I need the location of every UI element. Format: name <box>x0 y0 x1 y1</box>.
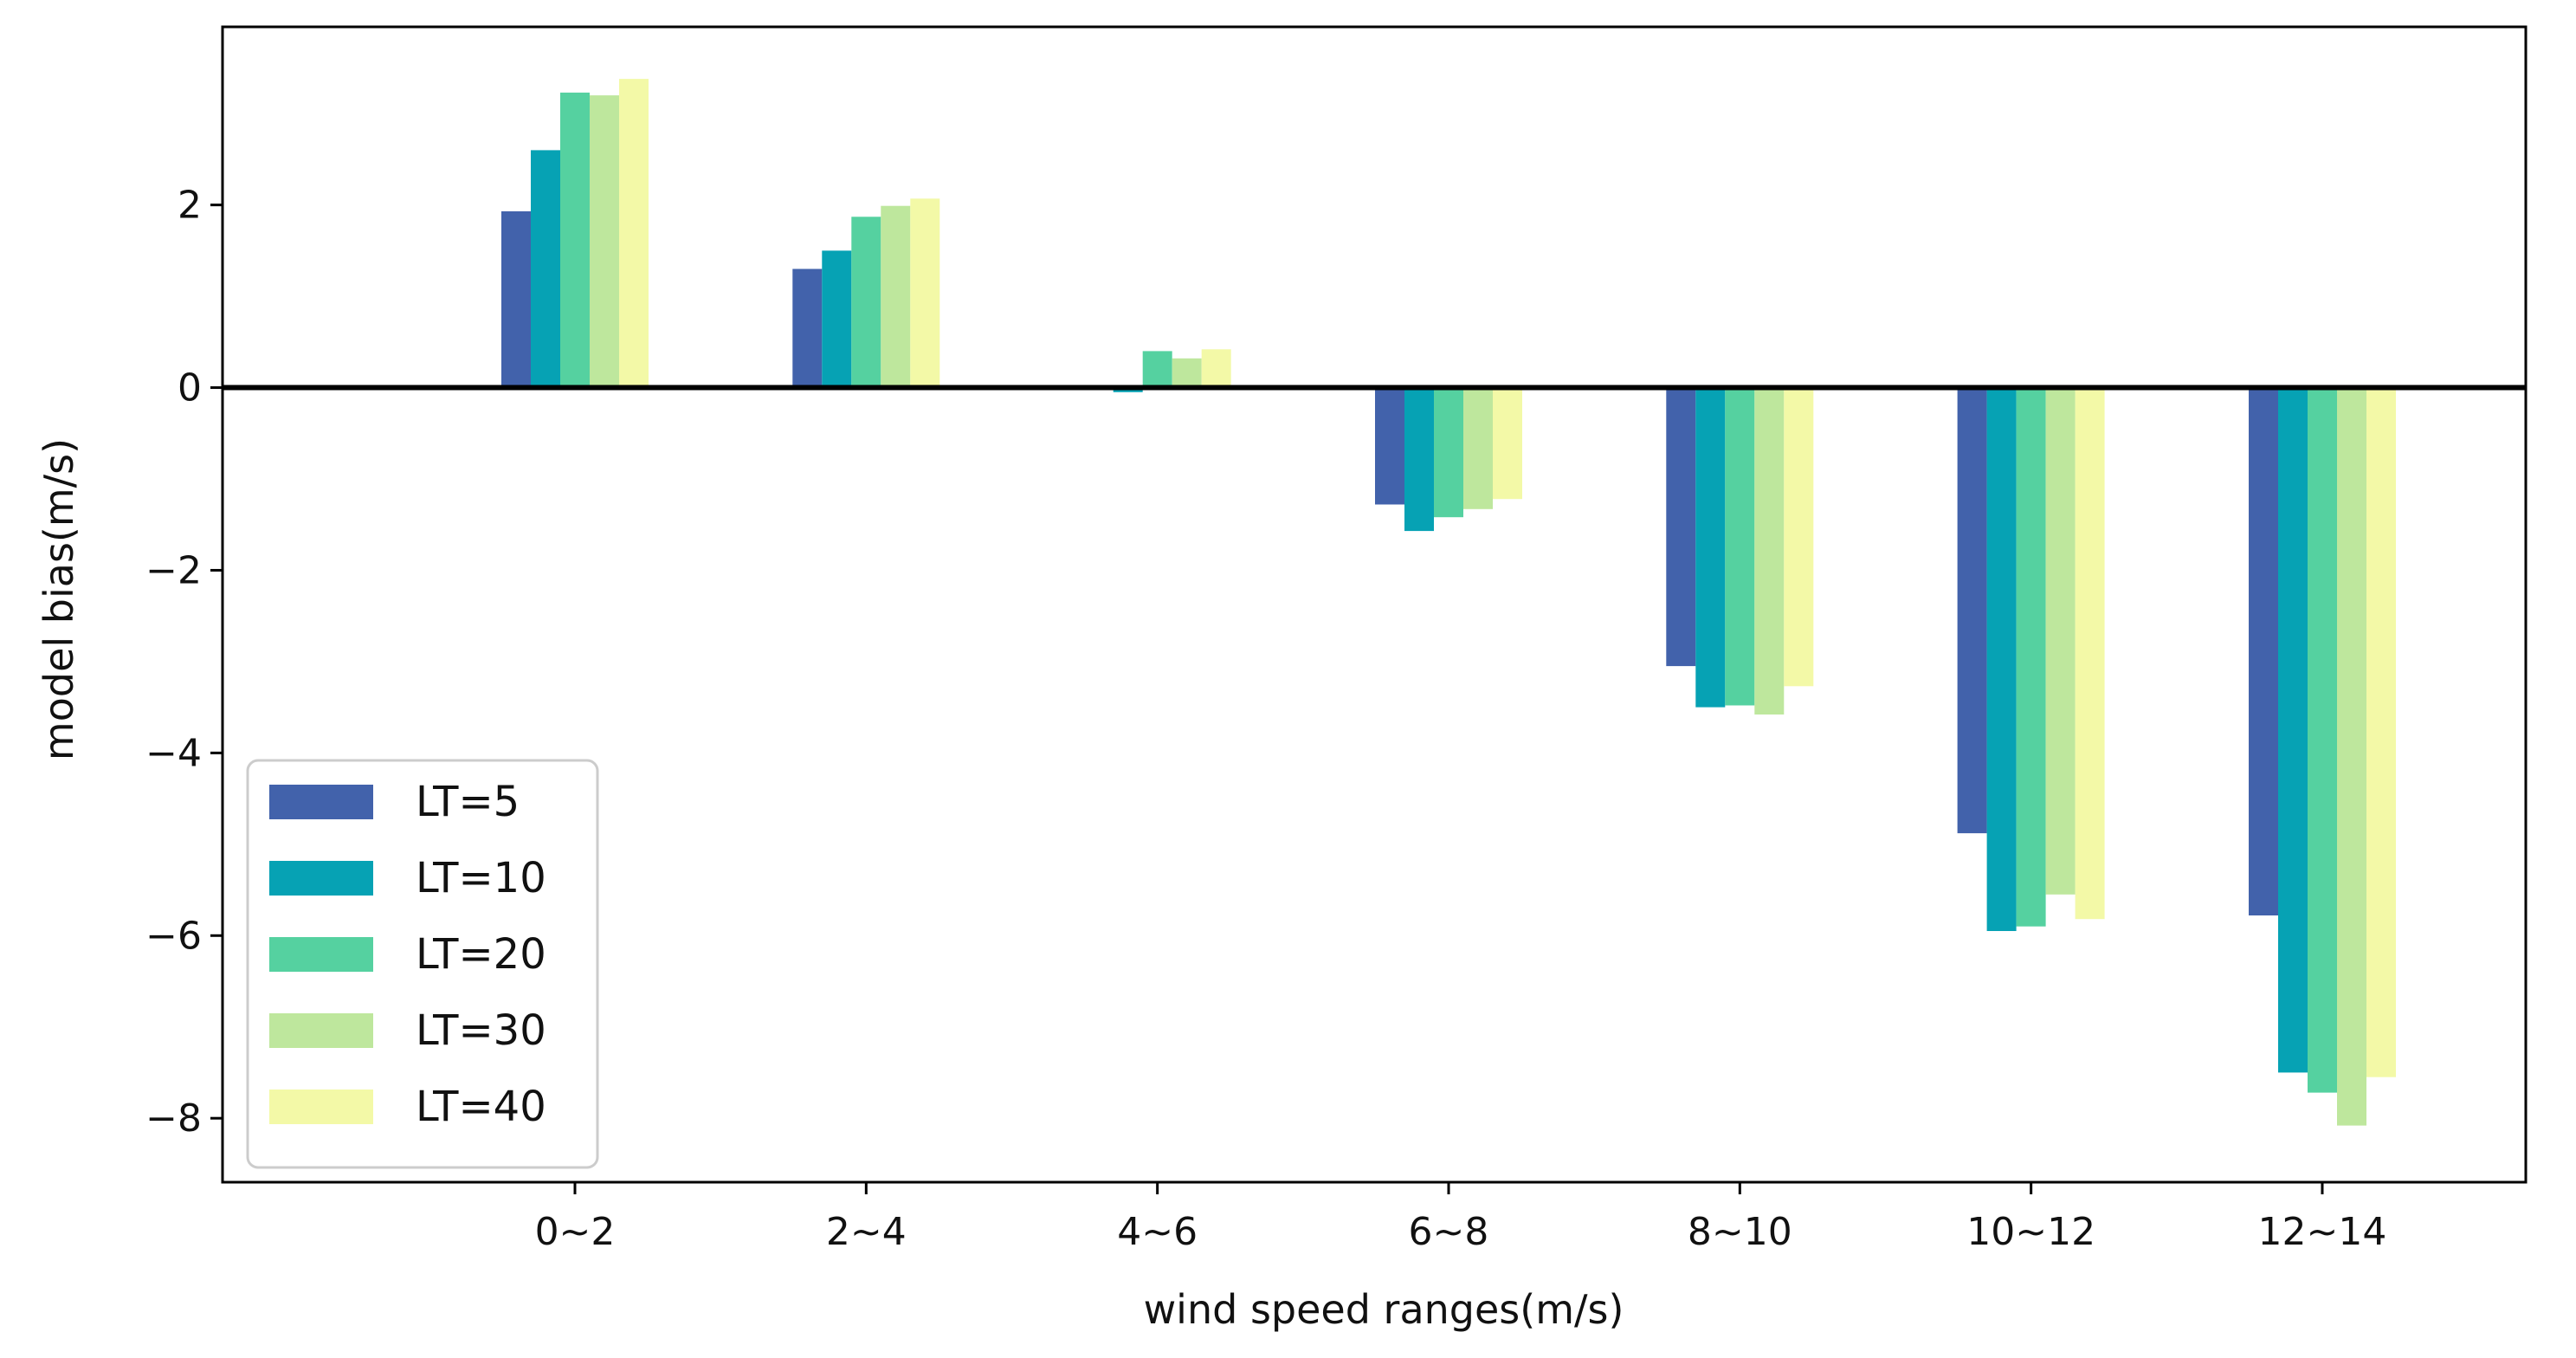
bar-group <box>501 79 2396 1126</box>
bar-lt20-4~6 <box>1142 351 1172 388</box>
bar-lt40-4~6 <box>1201 349 1231 388</box>
legend: LT=5 LT=10 LT=20 LT=30 LT=40 <box>246 759 599 1169</box>
x-tick-label: 2~4 <box>826 1210 907 1254</box>
bar-lt30-6~8 <box>1463 387 1493 509</box>
plot-frame <box>221 25 2528 1184</box>
bar-lt20-6~8 <box>1434 387 1463 518</box>
x-axis-title: wind speed ranges(m/s) <box>1144 1286 1624 1333</box>
x-tick-label: 4~6 <box>1117 1210 1198 1254</box>
x-tick-label: 6~8 <box>1409 1210 1489 1254</box>
bar-lt40-8~10 <box>1784 387 1814 687</box>
bar-lt40-6~8 <box>1493 387 1522 500</box>
bar-lt5-2~4 <box>792 268 823 388</box>
bar-lt30-8~10 <box>1754 387 1785 715</box>
bar-lt10-8~10 <box>1695 387 1726 708</box>
x-tick-label: 10~12 <box>1966 1210 2095 1254</box>
y-tick-label: −4 <box>145 731 202 775</box>
legend-label-lt10: LT=10 <box>416 854 546 902</box>
bar-lt10-10~12 <box>1986 387 2017 931</box>
legend-label-lt30: LT=30 <box>416 1006 546 1055</box>
y-tick-label: −8 <box>145 1096 202 1141</box>
legend-label-lt20: LT=20 <box>416 930 546 979</box>
y-axis-title: model bias(m/s) <box>36 438 82 760</box>
legend-swatch-lt30 <box>269 1013 373 1048</box>
legend-swatch-lt5 <box>269 785 373 819</box>
bar-lt30-2~4 <box>881 205 911 388</box>
legend-label-lt40: LT=40 <box>416 1083 546 1131</box>
x-tick-label: 12~14 <box>2258 1210 2387 1254</box>
bar-lt20-8~10 <box>1725 387 1755 706</box>
bar-lt5-10~12 <box>1957 387 1987 834</box>
bar-lt40-0~2 <box>619 79 649 388</box>
bar-lt5-6~8 <box>1375 387 1404 505</box>
bar-lt5-8~10 <box>1666 387 1696 667</box>
x-tick-label: 8~10 <box>1688 1210 1792 1254</box>
bar-lt30-10~12 <box>2045 387 2076 895</box>
bar-lt30-12~14 <box>2337 387 2366 1126</box>
legend-swatch-lt20 <box>269 937 373 972</box>
bar-lt20-0~2 <box>560 92 590 388</box>
legend-swatch-lt10 <box>269 861 373 896</box>
bar-lt30-4~6 <box>1172 358 1202 388</box>
bar-lt10-12~14 <box>2278 387 2308 1073</box>
bar-lt20-10~12 <box>2016 387 2046 927</box>
bar-lt5-12~14 <box>2249 387 2278 915</box>
y-tick-label: 0 <box>178 366 202 411</box>
x-tick-label: 0~2 <box>535 1210 616 1254</box>
bar-lt30-0~2 <box>590 95 619 388</box>
y-tick-label: −2 <box>145 548 202 592</box>
y-tick-label: −6 <box>145 914 202 958</box>
x-axis-ticks: 0~2 2~4 4~6 6~8 8~10 10~12 12~14 <box>535 1182 2387 1254</box>
bar-lt20-12~14 <box>2308 387 2337 1093</box>
legend-label-lt5: LT=5 <box>416 778 520 826</box>
y-tick-label: 2 <box>178 184 202 228</box>
y-axis-ticks: 2 0 −2 −4 −6 −8 <box>145 184 223 1141</box>
bar-lt20-2~4 <box>851 217 881 388</box>
bar-lt40-12~14 <box>2366 387 2396 1077</box>
bar-lt40-2~4 <box>910 198 940 388</box>
bar-lt10-0~2 <box>531 150 560 388</box>
bar-lt10-6~8 <box>1404 387 1434 532</box>
legend-swatch-lt40 <box>269 1090 373 1124</box>
bar-lt5-0~2 <box>501 211 531 388</box>
bar-lt10-2~4 <box>822 250 852 388</box>
bar-lt40-10~12 <box>2075 387 2105 920</box>
